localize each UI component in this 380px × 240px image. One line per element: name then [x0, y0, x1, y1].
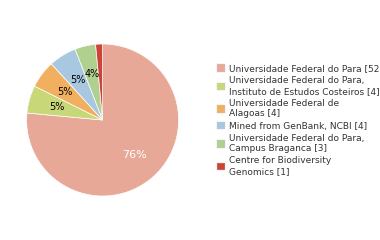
Legend: Universidade Federal do Para [52], Universidade Federal do Para,
Instituto de Es: Universidade Federal do Para [52], Unive…	[217, 64, 380, 176]
Text: 5%: 5%	[57, 87, 73, 97]
Text: 5%: 5%	[50, 102, 65, 112]
Wedge shape	[35, 64, 103, 120]
Wedge shape	[27, 86, 103, 120]
Text: 76%: 76%	[122, 150, 147, 160]
Wedge shape	[27, 44, 179, 196]
Wedge shape	[96, 44, 103, 120]
Wedge shape	[51, 49, 103, 120]
Text: 4%: 4%	[84, 69, 100, 79]
Wedge shape	[75, 44, 103, 120]
Text: 5%: 5%	[70, 75, 86, 85]
